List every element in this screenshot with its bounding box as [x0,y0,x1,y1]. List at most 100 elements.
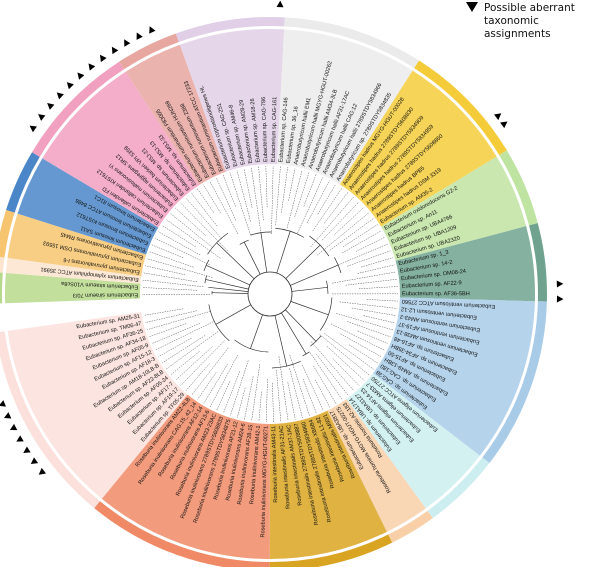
leaf-branch [143,272,198,283]
aberrant-triangle-icon [111,46,119,55]
clade-band [101,394,270,559]
aberrant-triangle-icon [124,39,131,47]
clade-ring-segment [0,256,5,273]
aberrant-triangle-icon [149,26,156,34]
leaf-branch [145,310,197,323]
leaf-label: Eubacterium sp. AF22-9 [402,280,462,290]
leaf-branch [166,331,219,370]
leaf-branch [363,315,395,324]
clade-band [7,312,188,499]
clade-band [346,373,480,509]
aberrant-triangle-icon [56,92,64,100]
clade-ring-segment [482,301,547,464]
clade-arc [203,259,210,271]
leaf-branch [203,364,228,404]
leaf-label: Eubacterium sp. AM18-26 [250,98,262,163]
triangle-marker-icon [466,2,478,12]
root-circle [247,271,293,317]
leaf-branch [286,170,303,229]
leaf-branch [237,387,246,418]
leaf-branch [289,368,303,418]
leaf-branch [306,180,330,224]
leaf-branch [197,188,214,213]
clade-ring-segment [0,272,3,304]
clade-ring-segment [119,33,179,70]
leaf-branch [147,311,211,330]
clade-band [327,399,426,532]
clade-ring-segment [414,60,507,156]
clade-stem [212,292,249,294]
leaf-branch [357,264,395,274]
clade-band [7,213,147,277]
leaf-branch [180,202,229,252]
clade-band [17,158,159,255]
clade-ring-segment [269,534,393,567]
clade-stem [260,232,268,273]
leaf-branch [319,334,370,376]
aberrant-triangle-icon [23,446,31,453]
aberrant-triangle-icon [99,54,107,63]
leaf-branch [357,330,389,344]
leaf-branch [151,244,184,259]
leaf-branch [347,250,391,267]
aberrant-triangle-icon [0,400,6,407]
leaf-branch [288,168,296,201]
clade-stem [276,231,291,274]
aberrant-triangle-icon [3,412,12,419]
leaf-branch [216,381,231,411]
legend-line-2: taxonomic assignments [484,15,551,40]
leaf-branch [161,225,196,248]
clade-ring-segment [529,223,547,302]
leaf-branch [170,213,213,248]
clade-stem [290,301,329,316]
leaf-branch [145,265,186,276]
clade-band [5,257,142,284]
leaf-branch [333,243,388,268]
leaf-branch [265,378,268,422]
leaf-branch [251,167,262,234]
leaf-label: Roseburia inulinivorans MGYG-HGUT-00271 [260,426,269,538]
leaf-branch [158,337,192,357]
leaf-branch [303,174,317,207]
leaf-branch [149,323,187,337]
aberrant-triangle-icon [494,113,502,121]
leaf-branch [297,177,324,234]
leaf-branch [258,391,262,422]
leaf-branch [197,372,217,400]
clade-stem [208,286,249,292]
aberrant-triangle-icon [47,102,55,110]
leaf-branch [309,352,343,400]
clade-stem [285,244,321,279]
clade-band [179,29,285,172]
leaf-branch [236,170,251,222]
clade-band [395,226,535,302]
leaf-branch [342,230,382,254]
leaf-branch [272,382,274,422]
leaf-branch [258,166,264,221]
leaf-branch [351,307,397,316]
leaf-branch [158,231,201,256]
leaf-branch [324,333,374,370]
leaf-branch [149,251,194,268]
leaf-branch [203,184,221,214]
leaf-label: Eubacterium siraeum 70/3 [73,291,138,297]
aberrant-triangle-icon [500,121,508,129]
leaf-branch [287,382,296,420]
clade-ring-segment [32,61,125,157]
leaf-branch [310,196,354,248]
clade-arc [319,297,333,331]
leaf-branch [302,364,324,411]
leaf-branch [209,354,238,408]
leaf-branch [180,340,225,386]
clade-arc [334,257,342,274]
leaf-branch [294,172,310,217]
clade-band [372,297,535,456]
clade-arc [326,280,329,294]
clade-stem [274,315,288,367]
leaf-branch [154,237,210,266]
leaf-label: Eubacterium siraeum V10Sc8a [60,280,138,290]
leaf-branch [265,166,268,208]
leaf-branch [340,333,382,358]
leaf-branch [143,308,184,316]
aberrant-triangle-icon [556,280,564,288]
